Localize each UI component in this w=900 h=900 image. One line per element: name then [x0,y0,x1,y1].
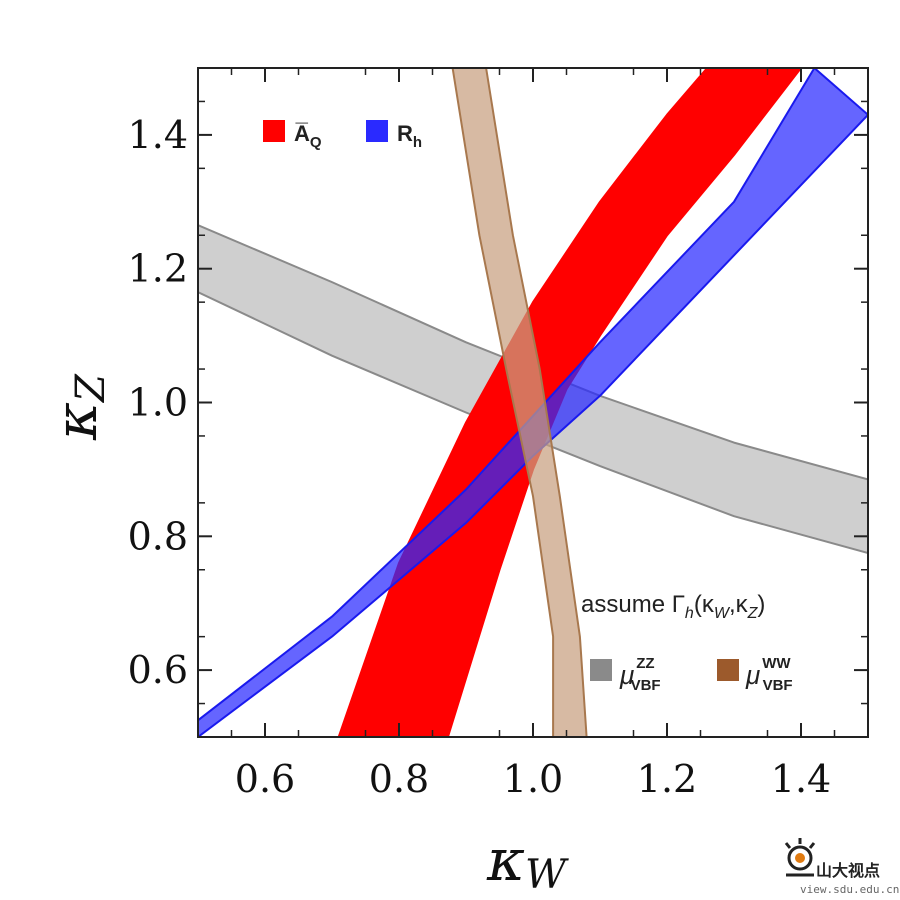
y-tick-label: 1.4 [128,113,188,157]
legend-swatch-mu-zz [590,659,612,681]
y-tick-label: 0.8 [128,514,188,558]
y-tick-label: 1.2 [128,247,188,291]
x-tick-label: 1.0 [503,757,563,801]
y-tick-label: 1.0 [128,381,188,425]
legend-label-aq: A̅Q [294,121,322,151]
y-axis-label: κZ [42,373,114,441]
legend-top: A̅Q Rh [263,120,422,151]
watermark-url: view.sdu.edu.cn [800,883,899,896]
y-tick-label: 0.6 [128,648,188,692]
watermark-brand: 山大视点 [816,861,880,880]
band-layer [198,68,868,737]
assumption-note: assume Γh(κW,κZ) [581,591,765,622]
x-axis-label: κW [486,826,569,898]
legend-swatch-mu-ww [717,659,739,681]
tick-layer: 0.6 0.8 1.0 1.2 1.4 0.6 0.8 1.0 1.2 1.4 [128,68,868,801]
legend-bottom: μ ZZ VBF μ WW VBF [590,655,793,694]
eye-logo-icon [784,838,816,877]
x-tick-label: 0.6 [235,757,295,801]
band-mu-ww [451,68,588,737]
x-tick-label: 1.4 [771,757,831,801]
x-tick-label: 0.8 [369,757,429,801]
legend-label-mu-zz: μ ZZ VBF [619,655,661,694]
legend-swatch-aq [263,120,285,142]
legend-label-rh: Rh [397,121,422,151]
watermark: 山大视点 view.sdu.edu.cn [784,838,899,896]
band-rh [198,68,868,737]
legend-label-mu-ww: μ WW VBF [745,655,793,694]
legend-swatch-rh [366,120,388,142]
x-tick-label: 1.2 [637,757,697,801]
